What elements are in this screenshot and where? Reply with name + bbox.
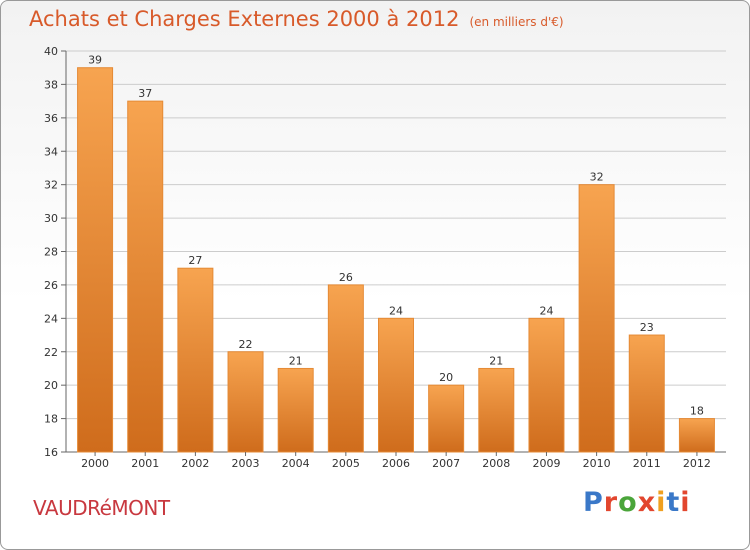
- bar-2001: [127, 100, 164, 453]
- x-tick-label: 2007: [432, 457, 460, 470]
- x-tick-label: 2011: [633, 457, 661, 470]
- logo-letter: P: [583, 487, 604, 518]
- data-label: 39: [88, 54, 102, 67]
- y-tick-label: 16: [44, 446, 58, 459]
- y-tick-label: 38: [44, 78, 58, 91]
- x-tick-label: 2010: [583, 457, 611, 470]
- bar-2009: [528, 317, 565, 453]
- data-label: 37: [138, 87, 152, 100]
- logo-letter: i: [680, 487, 691, 518]
- place-name: VAUDRéMONT: [33, 496, 170, 520]
- y-tick-label: 34: [44, 145, 58, 158]
- bar-2008: [478, 367, 515, 453]
- title-unit: (en milliers d'€): [469, 15, 564, 29]
- y-tick-label: 24: [44, 312, 58, 325]
- bar-2012: [678, 418, 715, 453]
- logo-letter: r: [603, 487, 619, 518]
- data-label: 24: [539, 304, 553, 317]
- bar-2003: [227, 351, 264, 453]
- bar-2004: [277, 367, 314, 453]
- logo-letter: t: [666, 487, 681, 518]
- bar-2007: [428, 384, 465, 453]
- data-label: 20: [439, 371, 453, 384]
- y-tick-label: 18: [44, 413, 58, 426]
- data-label: 23: [640, 321, 654, 334]
- bar-2010: [578, 184, 615, 453]
- y-tick-label: 26: [44, 279, 58, 292]
- x-tick-label: 2006: [382, 457, 410, 470]
- data-label: 18: [690, 405, 704, 418]
- x-tick-label: 2000: [81, 457, 109, 470]
- y-tick-label: 28: [44, 246, 58, 259]
- y-tick-label: 30: [44, 212, 58, 225]
- proxiti-logo: Proxiti: [583, 487, 691, 518]
- y-tick-label: 22: [44, 346, 58, 359]
- x-tick-label: 2002: [181, 457, 209, 470]
- bar-2000: [77, 67, 114, 453]
- data-label: 21: [489, 354, 503, 367]
- y-tick-label: 40: [44, 45, 58, 58]
- logo-letter: o: [618, 487, 638, 518]
- data-label: 21: [289, 354, 303, 367]
- bar-2005: [327, 284, 364, 453]
- x-tick-label: 2004: [282, 457, 310, 470]
- data-label: 26: [339, 271, 353, 284]
- data-label: 22: [239, 338, 253, 351]
- bar-2002: [177, 267, 214, 453]
- x-tick-label: 2012: [683, 457, 711, 470]
- data-label: 27: [188, 254, 202, 267]
- logo-letter: i: [656, 487, 667, 518]
- x-tick-label: 2001: [131, 457, 159, 470]
- bar-2006: [378, 317, 414, 453]
- data-label: 24: [389, 304, 403, 317]
- bar-2011: [628, 334, 665, 453]
- x-tick-label: 2005: [332, 457, 360, 470]
- x-tick-label: 2008: [482, 457, 510, 470]
- x-tick-label: 2003: [232, 457, 260, 470]
- chart-title: Achats et Charges Externes 2000 à 2012 (e…: [29, 7, 564, 31]
- data-label: 32: [590, 171, 604, 184]
- logo-letter: x: [637, 487, 657, 518]
- y-tick-label: 20: [44, 379, 58, 392]
- y-tick-label: 32: [44, 179, 58, 192]
- y-tick-label: 36: [44, 112, 58, 125]
- title-text: Achats et Charges Externes 2000 à 2012: [29, 7, 460, 31]
- x-tick-label: 2009: [532, 457, 560, 470]
